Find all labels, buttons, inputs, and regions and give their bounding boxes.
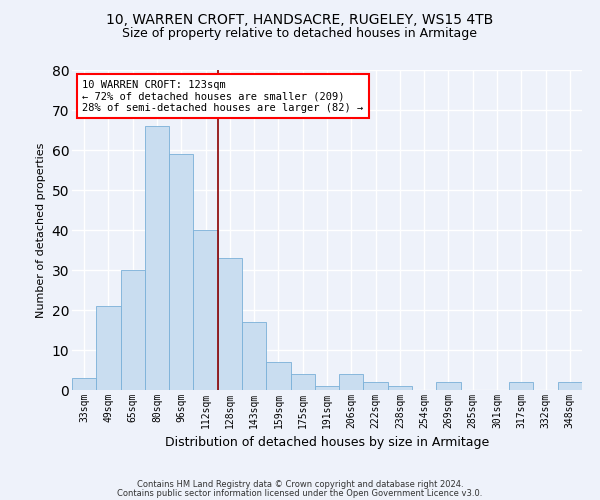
X-axis label: Distribution of detached houses by size in Armitage: Distribution of detached houses by size … [165,436,489,450]
Bar [96,306,121,390]
Text: 10 WARREN CROFT: 123sqm
← 72% of detached houses are smaller (209)
28% of semi-d: 10 WARREN CROFT: 123sqm ← 72% of detache… [82,80,364,113]
Bar [193,230,218,390]
Text: Contains HM Land Registry data © Crown copyright and database right 2024.: Contains HM Land Registry data © Crown c… [137,480,463,489]
Bar [315,386,339,390]
Bar [339,374,364,390]
Bar [72,378,96,390]
Bar [242,322,266,390]
Text: Contains public sector information licensed under the Open Government Licence v3: Contains public sector information licen… [118,489,482,498]
Bar [436,382,461,390]
Bar [290,374,315,390]
Bar [388,386,412,390]
Bar [266,362,290,390]
Text: Size of property relative to detached houses in Armitage: Size of property relative to detached ho… [122,28,478,40]
Bar [121,270,145,390]
Bar [509,382,533,390]
Bar [169,154,193,390]
Bar [145,126,169,390]
Bar [218,258,242,390]
Y-axis label: Number of detached properties: Number of detached properties [36,142,46,318]
Bar [558,382,582,390]
Bar [364,382,388,390]
Text: 10, WARREN CROFT, HANDSACRE, RUGELEY, WS15 4TB: 10, WARREN CROFT, HANDSACRE, RUGELEY, WS… [106,12,494,26]
